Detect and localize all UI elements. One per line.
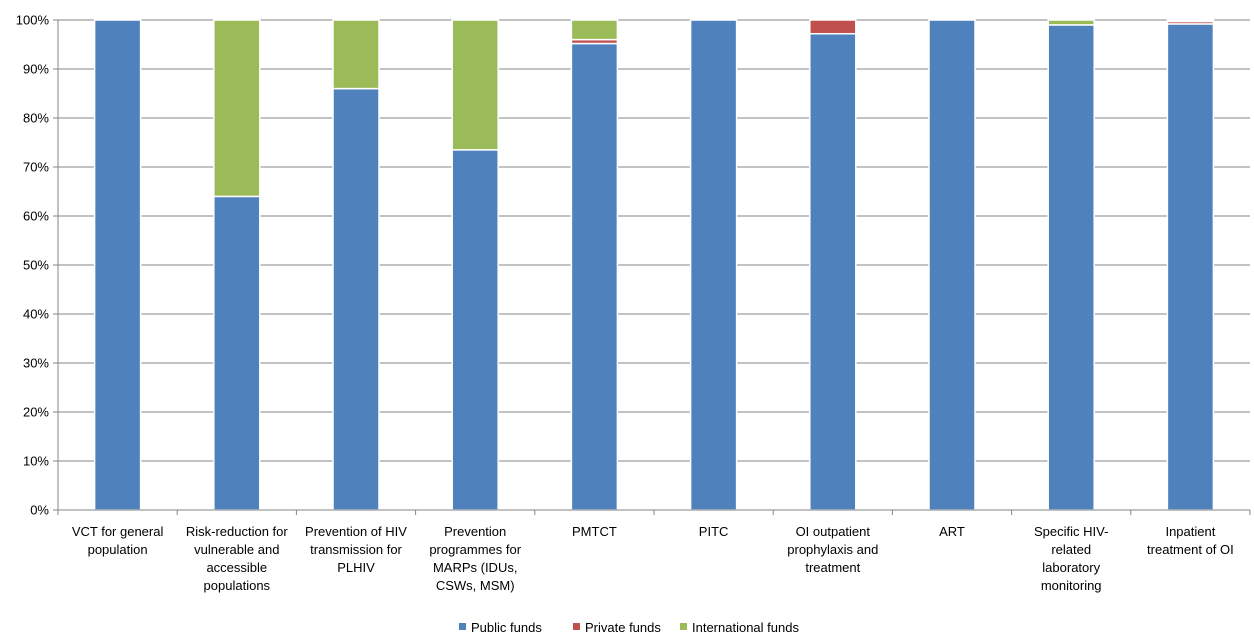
legend-swatch (680, 623, 687, 630)
x-category-label: PITC (699, 524, 729, 539)
bar-segment-public-funds (93, 19, 142, 511)
bar-segment-international-funds (451, 19, 499, 151)
bar-segment-public-funds (213, 195, 261, 511)
y-tick-label: 80% (23, 111, 49, 126)
x-category-label: ART (939, 524, 965, 539)
x-category-label: VCT for general population (72, 524, 164, 557)
x-category-label: Inpatient treatment of OI (1147, 524, 1234, 557)
bar-segment-international-funds (570, 19, 619, 41)
bars (93, 19, 1215, 511)
bar-segment-international-funds (1047, 19, 1095, 26)
bar-segment-public-funds (570, 42, 619, 511)
x-category-label: Risk-reduction for vulnerable and accessib… (186, 524, 289, 593)
y-tick-label: 50% (23, 258, 49, 273)
y-tick-label: 100% (16, 13, 50, 28)
bar-segment-international-funds (1166, 19, 1215, 23)
bar-segment-international-funds (332, 19, 380, 90)
legend-swatch (459, 623, 466, 630)
y-tick-label: 60% (23, 209, 49, 224)
x-category-label: Prevention programmes for MARPs (IDUs, CSWs… (429, 524, 521, 593)
axes (57, 20, 1251, 515)
legend-swatch (573, 623, 580, 630)
y-tick-label: 0% (30, 503, 49, 518)
bar-segment-public-funds (689, 19, 738, 511)
bar-segment-public-funds (1166, 23, 1215, 511)
y-tick-label: 20% (23, 405, 49, 420)
y-tick-label: 90% (23, 62, 49, 77)
x-category-label: PMTCT (572, 524, 617, 539)
bar-segment-public-funds (451, 149, 499, 511)
legend-label: Public funds (471, 620, 542, 635)
x-category-label: Prevention of HIV transmission for PLHIV (305, 524, 407, 575)
y-axis-tick-labels: 0% 10% 20% 30% 40% 50% 60% 70% 80% 90% 100% (16, 13, 50, 518)
bar-segment-public-funds (332, 87, 380, 511)
legend-label: Private funds (585, 620, 661, 635)
bar-segment-private-funds (809, 19, 857, 35)
y-tick-label: 40% (23, 307, 49, 322)
legend: Public funds Private funds International f… (459, 620, 799, 635)
bar-segment-public-funds (1047, 24, 1095, 511)
y-tick-label: 70% (23, 160, 49, 175)
x-axis-category-labels: VCT for general population Risk-reduction … (72, 524, 1234, 593)
x-category-label: Specific HIV-related laboratory monitoring (1034, 524, 1108, 593)
bar-segment-public-funds (928, 19, 976, 511)
x-category-label: OI outpatient prophylaxis and treatment (787, 524, 878, 575)
y-tick-label: 30% (23, 356, 49, 371)
bar-segment-public-funds (809, 32, 857, 511)
bar-segment-international-funds (213, 19, 261, 198)
legend-label: International funds (692, 620, 799, 635)
y-tick-label: 10% (23, 454, 49, 469)
